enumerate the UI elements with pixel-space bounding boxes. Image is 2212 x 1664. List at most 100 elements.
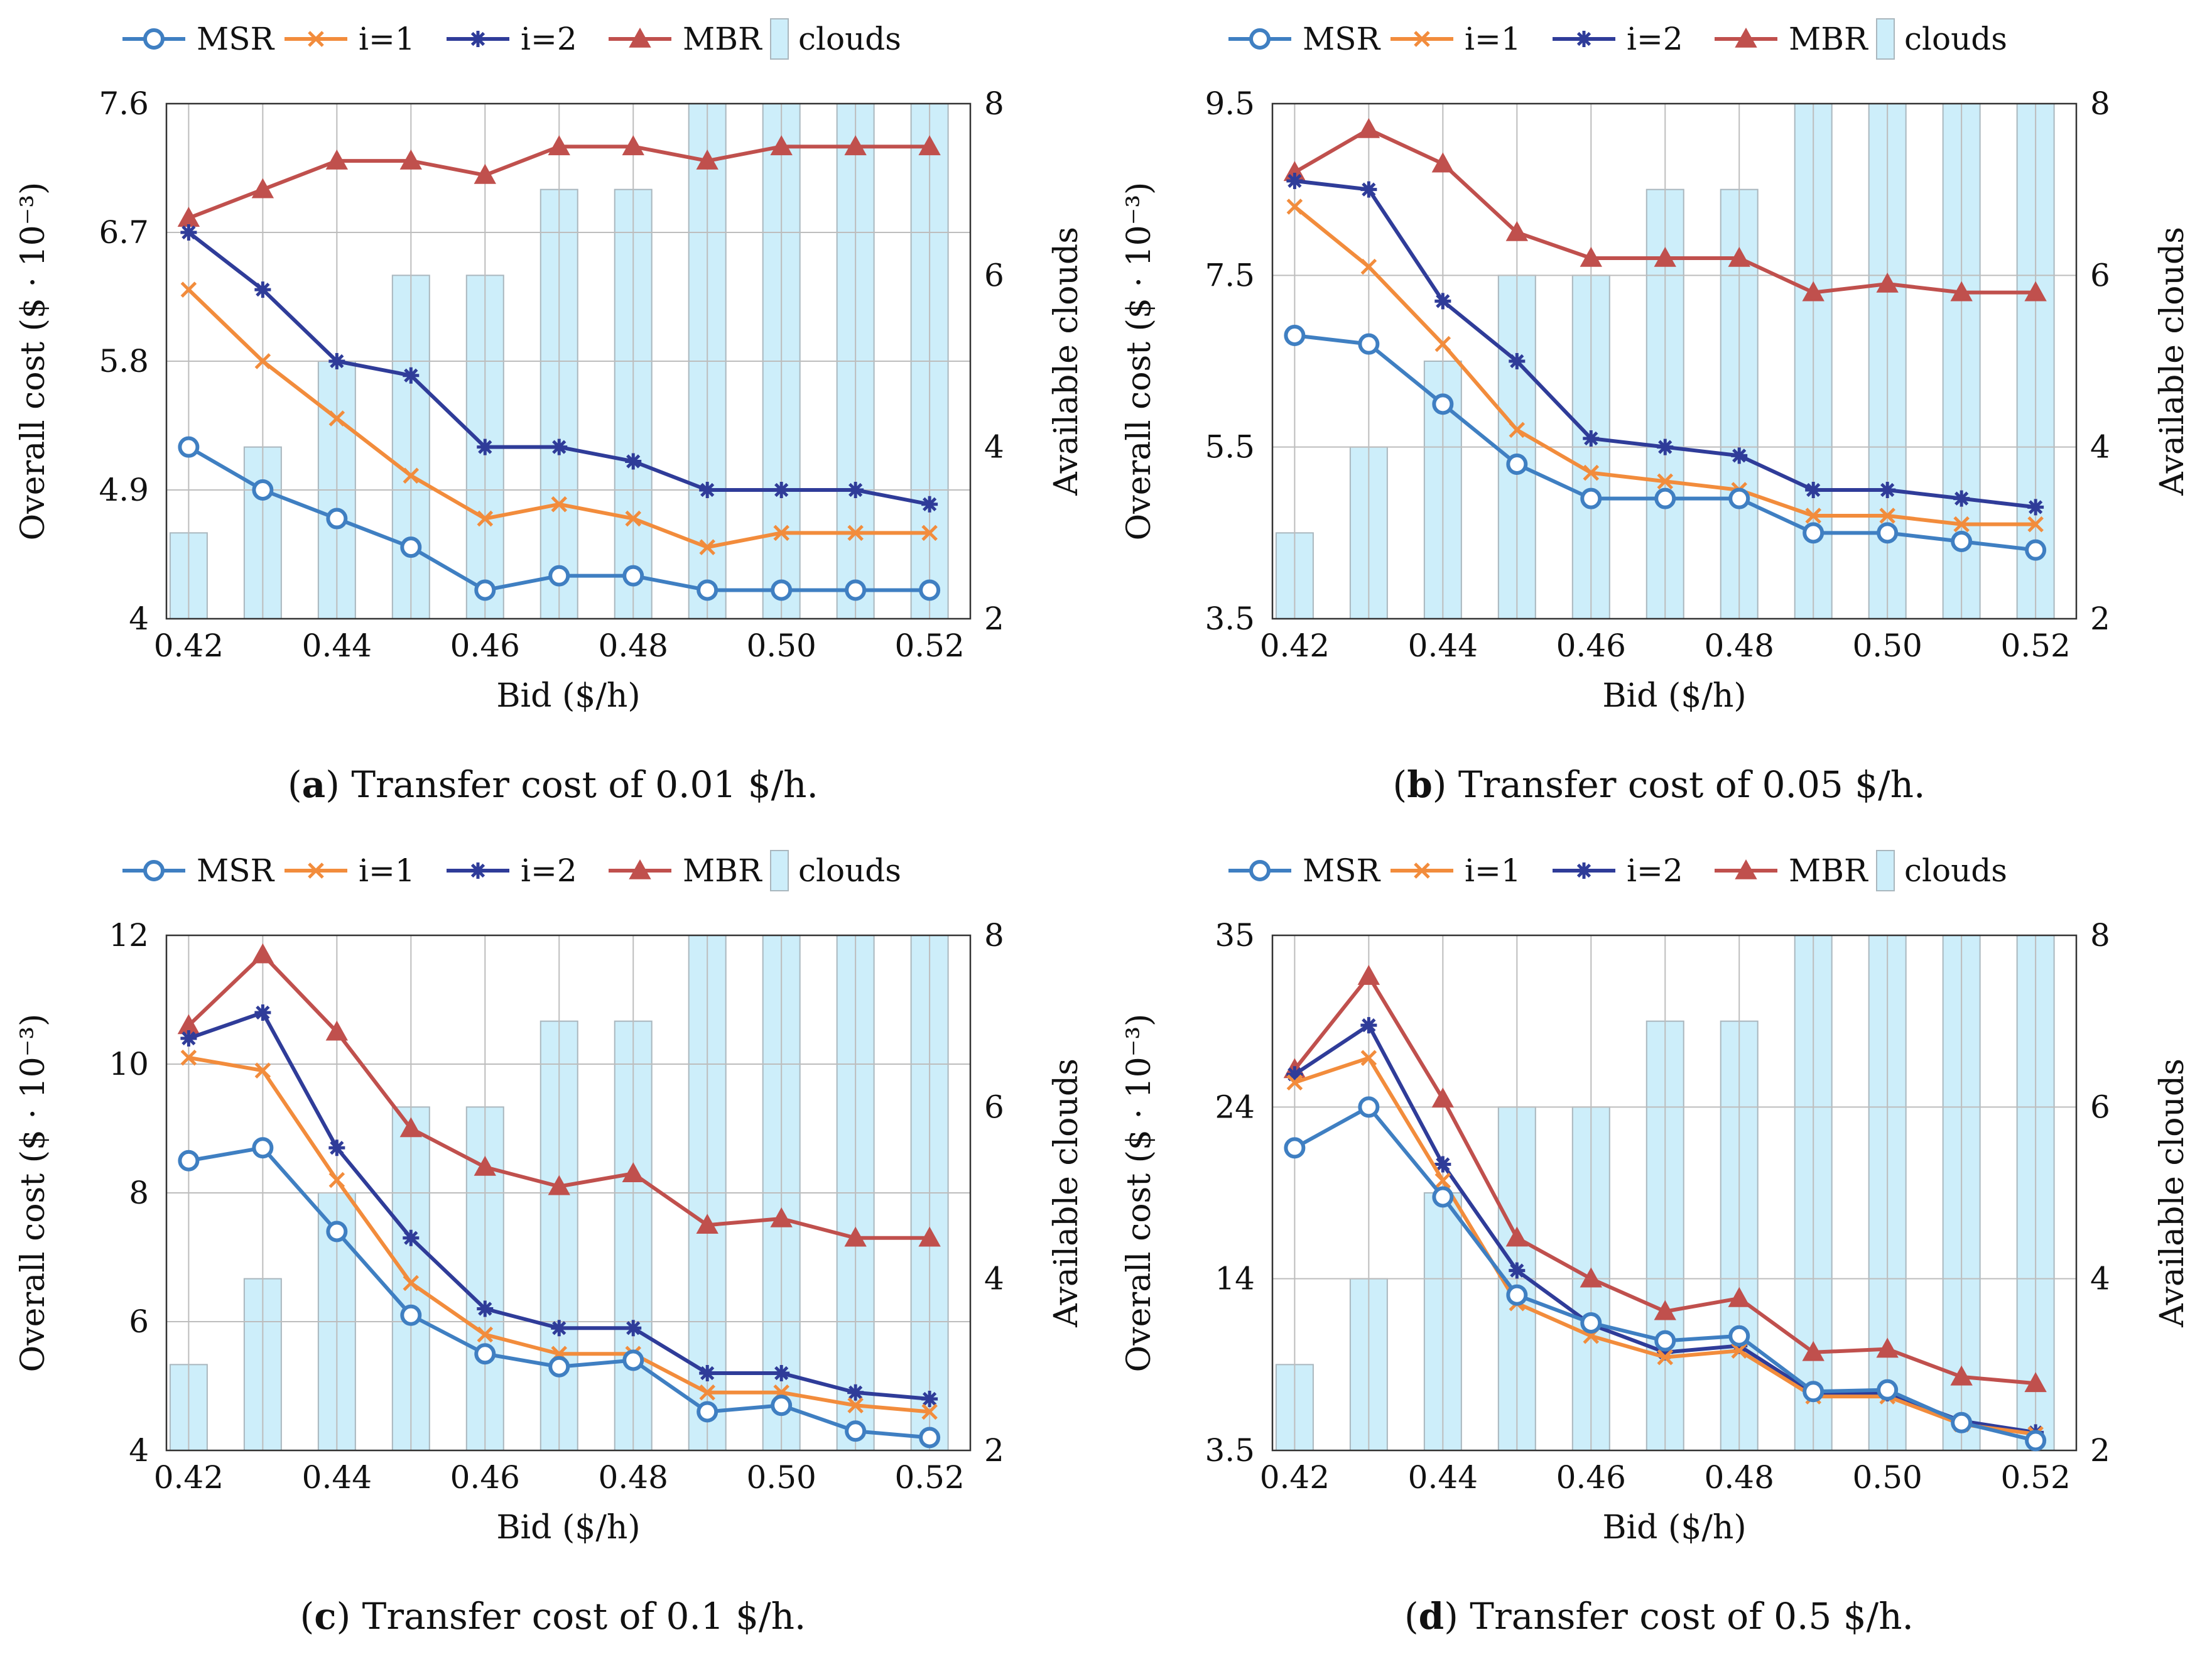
data-point-MBR (1654, 1300, 1676, 1320)
y2-ticks: 2 4 6 8 (984, 85, 1004, 637)
x-axis-label: Bid ($/h) (496, 677, 640, 715)
y2-tick-label: 6 (984, 1089, 1004, 1125)
data-point-MBR (1431, 152, 1455, 173)
legend-label-MSR: MSR (1303, 852, 1380, 889)
data-point-i=1 (1509, 421, 1526, 438)
data-point-i=2 (180, 224, 197, 241)
data-point-i=1 (180, 1049, 197, 1066)
legend-label-i=2: i=2 (1627, 21, 1683, 57)
data-point-MBR (1876, 272, 1899, 293)
data-point-MBR (251, 943, 274, 964)
legend-label-i=1: i=1 (1465, 21, 1521, 57)
data-point-i=1 (254, 353, 271, 369)
data-point-MSR (1284, 1137, 1306, 1159)
y-tick-label: 12 (109, 917, 149, 954)
series-lines (1283, 965, 2047, 1452)
data-point-i=2 (328, 353, 345, 369)
data-point-i=2 (1879, 482, 1896, 498)
data-point-MSR (1877, 1379, 1899, 1401)
data-point-MBR (251, 178, 274, 198)
y2-axis-label: Available clouds (2154, 1058, 2191, 1328)
legend-label-i=2: i=2 (521, 21, 577, 57)
legend-marker-i=1 (1414, 31, 1430, 47)
data-point-i=2 (477, 438, 494, 455)
x-tick-label: 0.52 (2000, 1459, 2070, 1496)
data-point-MBR (1728, 1286, 1750, 1307)
data-point-i=2 (847, 482, 864, 498)
y-tick-label: 24 (1215, 1089, 1255, 1125)
legend-label-i=1: i=1 (1465, 852, 1521, 889)
data-point-MBR (1505, 220, 1529, 241)
legend-bar-swatch (770, 850, 789, 891)
data-point-MSR (919, 579, 941, 601)
data-point-i=2 (773, 1365, 790, 1381)
data-point-MSR (326, 1221, 348, 1243)
panel-caption: (b) Transfer cost of 0.05 $/h. (1392, 763, 1926, 806)
data-point-MBR (844, 1226, 867, 1247)
y2-tick-label: 8 (2090, 917, 2110, 954)
x-tick-label: 0.46 (450, 628, 520, 664)
data-point-MSR (1951, 531, 1973, 552)
y2-tick-label: 8 (984, 85, 1004, 122)
data-point-i=1 (2027, 516, 2044, 533)
y-tick-label: 4.9 (99, 472, 149, 508)
data-point-MBR (1950, 281, 1973, 302)
legend-marker-MBR (629, 27, 651, 48)
data-point-i=2 (1731, 447, 1748, 464)
data-point-MBR (1357, 117, 1380, 138)
y-tick-label: 35 (1215, 917, 1255, 954)
data-point-i=1 (1953, 516, 1970, 533)
y2-ticks: 2 4 6 8 (2090, 85, 2110, 637)
y2-tick-label: 6 (984, 257, 1004, 293)
legend-label-MSR: MSR (1303, 21, 1380, 57)
y-axis-label: Overall cost ($ · 10⁻³) (1120, 1014, 1158, 1373)
plot-frame (165, 102, 972, 620)
data-point-MSR (2025, 1430, 2047, 1452)
x-tick-label: 0.42 (154, 628, 224, 664)
legend-marker-i=1 (308, 31, 324, 47)
data-point-MSR (474, 579, 496, 601)
y-ticks: 4 4.9 5.8 6.7 7.6 (99, 85, 149, 637)
data-point-i=1 (625, 510, 641, 527)
plot-frame (1271, 102, 2078, 620)
data-point-MBR (548, 1175, 570, 1195)
legend-label-MBR: MBR (683, 21, 762, 57)
data-point-i=2 (254, 1004, 271, 1021)
data-point-i=2 (1509, 1262, 1526, 1279)
data-point-MSR (697, 1401, 718, 1423)
data-point-MSR (1654, 1330, 1676, 1352)
data-point-MBR (548, 135, 570, 156)
legend-marker-MSR (1249, 860, 1271, 881)
data-point-MSR (622, 565, 644, 587)
data-point-i=2 (1286, 1066, 1303, 1083)
legend-marker-MBR (1735, 859, 1757, 879)
legend-marker-MSR (143, 860, 165, 881)
data-point-i=2 (699, 482, 716, 498)
data-point-i=1 (921, 1403, 938, 1420)
data-point-i=1 (403, 467, 420, 484)
data-point-MBR (1728, 246, 1750, 267)
data-point-i=2 (773, 482, 790, 498)
data-point-MSR (771, 1395, 793, 1417)
data-point-MBR (1580, 246, 1602, 267)
data-point-i=1 (699, 539, 715, 555)
data-point-i=2 (625, 453, 642, 470)
data-point-i=1 (1434, 1172, 1451, 1189)
data-point-i=1 (1731, 1342, 1747, 1359)
x-ticks: 0.42 0.44 0.46 0.48 0.50 0.52 (154, 1459, 965, 1496)
legend: MSR i=1 i=2 MBR clouds (1228, 18, 2007, 60)
caption-text: Transfer cost of 0.1 $/h. (362, 1595, 806, 1638)
y2-tick-label: 4 (2090, 429, 2110, 465)
data-point-i=1 (773, 525, 789, 541)
caption-text: Transfer cost of 0.01 $/h. (351, 763, 818, 806)
legend-label-clouds: clouds (1904, 21, 2007, 57)
data-point-MBR (622, 1162, 644, 1183)
y-axis-label: Overall cost ($ · 10⁻³) (14, 1014, 52, 1373)
y2-tick-label: 2 (984, 1432, 1004, 1469)
data-point-MBR (325, 150, 349, 170)
data-point-MBR (1580, 1267, 1602, 1288)
caption-text: Transfer cost of 0.05 $/h. (1458, 763, 1926, 806)
panel-caption: (d) Transfer cost of 0.5 $/h. (1404, 1595, 1914, 1638)
data-point-i=1 (1657, 473, 1674, 490)
legend-label-i=1: i=1 (359, 852, 415, 889)
